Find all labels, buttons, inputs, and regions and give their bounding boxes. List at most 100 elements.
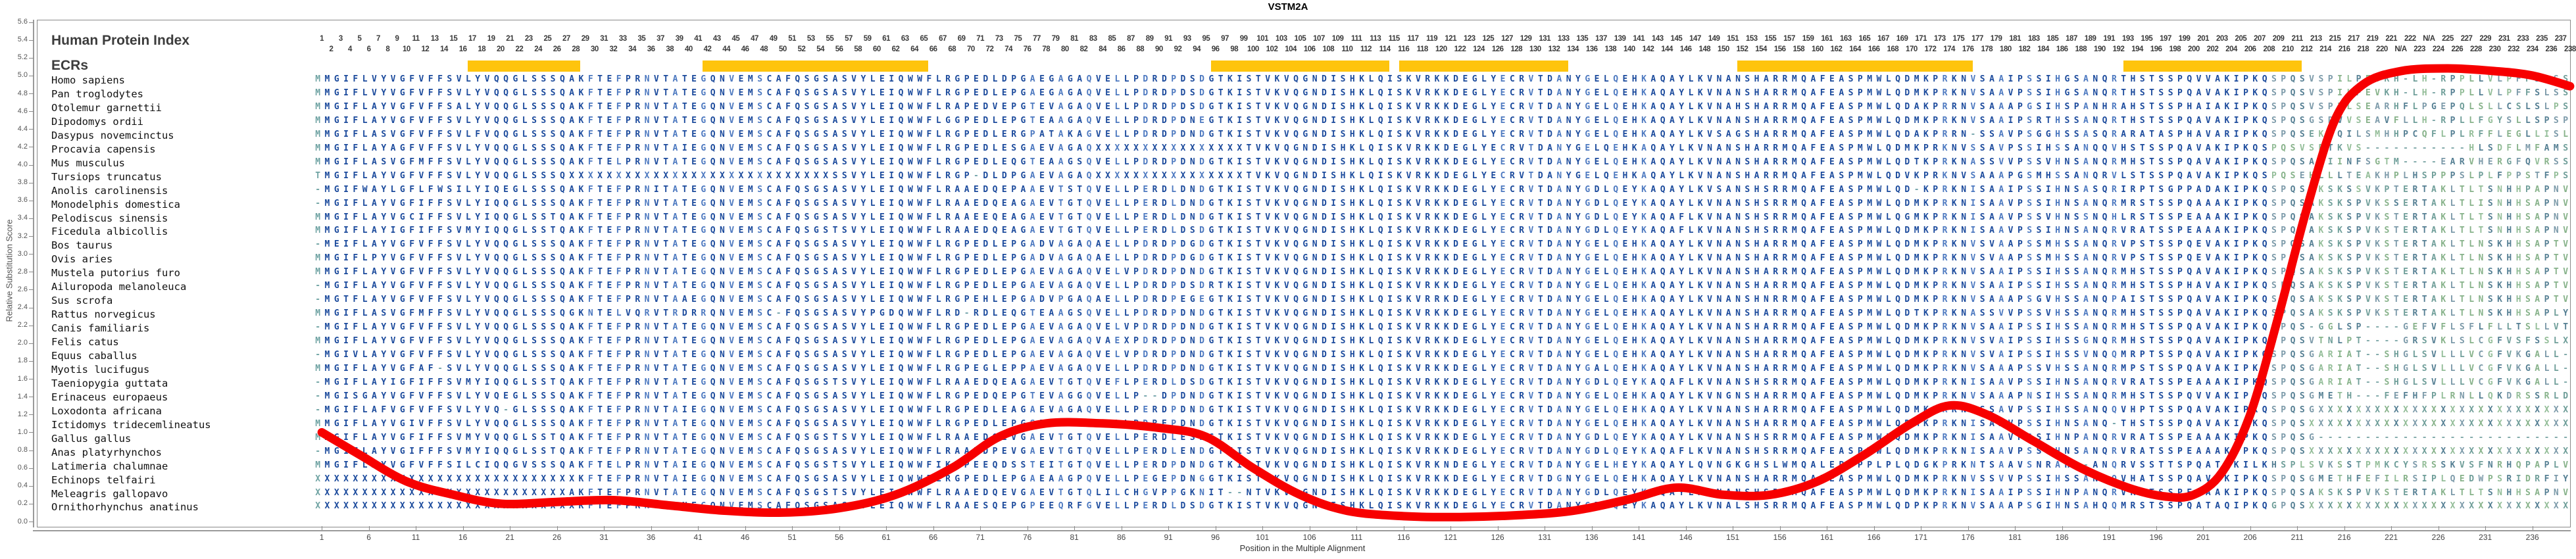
sequence-char: L xyxy=(362,170,368,181)
sequence-char: X xyxy=(1124,143,1129,153)
sequence-char: D xyxy=(1180,87,1186,98)
sequence-char: T xyxy=(1537,101,1543,112)
position-number-even: 2 xyxy=(329,45,334,53)
sequence-char: T xyxy=(2149,74,2154,84)
sequence-char: L xyxy=(465,308,471,319)
sequence-char: V xyxy=(1415,129,1421,139)
sequence-char: P xyxy=(1133,74,1139,84)
sequence-char: G xyxy=(945,115,951,126)
sequence-char: Q xyxy=(992,198,998,208)
sequence-char: L xyxy=(1603,74,1609,84)
sequence-char: H xyxy=(1631,74,1637,84)
sequence-char: I xyxy=(343,143,349,153)
sequence-char: N xyxy=(2093,198,2098,208)
sequence-char: V xyxy=(2045,212,2051,222)
sequence-char: Y xyxy=(1491,74,1497,84)
sequence-char: A xyxy=(954,198,960,208)
sequence-char: S xyxy=(2563,87,2569,98)
sequence-char: - xyxy=(2450,143,2456,153)
sequence-char: S xyxy=(2036,74,2042,84)
sequence-char: S xyxy=(1848,322,1854,333)
sequence-char: L xyxy=(1368,129,1374,139)
sequence-char: - xyxy=(2393,143,2399,153)
sequence-char: S xyxy=(841,74,847,84)
sequence-char: Y xyxy=(860,239,866,250)
sequence-char: L xyxy=(870,322,876,333)
sequence-char: Q xyxy=(710,267,716,278)
sequence-char: V xyxy=(1283,198,1289,208)
sequence-char: L xyxy=(2487,170,2493,181)
sequence-char: A xyxy=(1763,281,1769,291)
sequence-char: Q xyxy=(898,143,904,153)
sequence-char: K xyxy=(1274,239,1280,250)
sequence-char: G xyxy=(1049,87,1054,98)
position-number-odd: 195 xyxy=(2141,35,2153,43)
x-tick-label: 206 xyxy=(2243,533,2257,542)
sequence-char: T xyxy=(2535,170,2540,181)
sequence-char: - xyxy=(2365,143,2371,153)
sequence-char: S xyxy=(1979,322,1985,333)
sequence-char: A xyxy=(569,129,575,139)
sequence-char: Q xyxy=(559,184,565,195)
sequence-char: A xyxy=(1058,281,1064,291)
sequence-char: G xyxy=(1472,239,1477,250)
sequence-char: G xyxy=(1086,129,1092,139)
sequence-char: M xyxy=(2553,143,2559,153)
sequence-char: H xyxy=(1349,281,1355,291)
sequence-char: M xyxy=(324,281,330,291)
sequence-char: S xyxy=(823,253,829,264)
sequence-char: A xyxy=(2535,295,2540,305)
sequence-char: G xyxy=(399,184,405,195)
sequence-char: F xyxy=(587,267,593,278)
sequence-char: F xyxy=(353,267,359,278)
sequence-char: E xyxy=(1500,157,1506,167)
sequence-char: W xyxy=(917,115,923,126)
sequence-char: K xyxy=(1443,184,1449,195)
sequence-char: A xyxy=(569,87,575,98)
sequence-char: P xyxy=(2327,74,2333,84)
sequence-char: K xyxy=(1434,170,1440,181)
sequence-char: G xyxy=(813,184,819,195)
sequence-char: P xyxy=(2544,308,2550,319)
sequence-char: Q xyxy=(2421,129,2427,139)
sequence-char: D xyxy=(1322,129,1327,139)
sequence-char: V xyxy=(456,239,462,250)
sequence-char: Q xyxy=(2102,129,2108,139)
sequence-char: V xyxy=(484,115,490,126)
sequence-char: E xyxy=(1105,226,1110,236)
sequence-char: L xyxy=(2450,267,2456,278)
position-number-even: 70 xyxy=(966,45,975,53)
sequence-char: L xyxy=(1368,212,1374,222)
sequence-char: Q xyxy=(1801,74,1806,84)
sequence-char: A xyxy=(776,253,781,264)
sequence-char: A xyxy=(1839,115,1845,126)
sequence-char: E xyxy=(1500,74,1506,84)
position-number-even: 50 xyxy=(778,45,787,53)
sequence-char: S xyxy=(1745,212,1750,222)
sequence-char: V xyxy=(456,198,462,208)
sequence-char: E xyxy=(1039,308,1045,319)
sequence-char: P xyxy=(2281,226,2287,236)
sequence-char: W xyxy=(917,308,923,319)
sequence-char: L xyxy=(1481,322,1487,333)
sequence-char: L xyxy=(2525,129,2531,139)
sequence-char: A xyxy=(1839,74,1845,84)
sequence-char: G xyxy=(1208,129,1214,139)
sequence-char: P xyxy=(1933,226,1939,236)
sequence-char: G xyxy=(399,143,405,153)
sequence-char: R xyxy=(1933,143,1939,153)
sequence-char: Q xyxy=(2102,253,2108,264)
sequence-char: N xyxy=(720,267,725,278)
sequence-char: S xyxy=(2167,74,2173,84)
sequence-char: N xyxy=(1735,281,1741,291)
sequence-char: R xyxy=(1942,253,1948,264)
sequence-char: R xyxy=(2469,129,2475,139)
sequence-char: A xyxy=(372,115,377,126)
sequence-char: N xyxy=(1566,267,1572,278)
sequence-char: I xyxy=(889,87,895,98)
sequence-char: N xyxy=(2093,115,2098,126)
sequence-char: D xyxy=(1453,267,1458,278)
sequence-char: T xyxy=(2393,253,2399,264)
position-number-even: 218 xyxy=(2357,45,2369,53)
sequence-char: A xyxy=(1095,239,1101,250)
